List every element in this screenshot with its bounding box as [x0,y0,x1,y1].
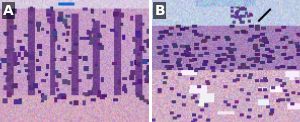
Text: B: B [154,4,165,18]
Text: A: A [3,4,14,18]
